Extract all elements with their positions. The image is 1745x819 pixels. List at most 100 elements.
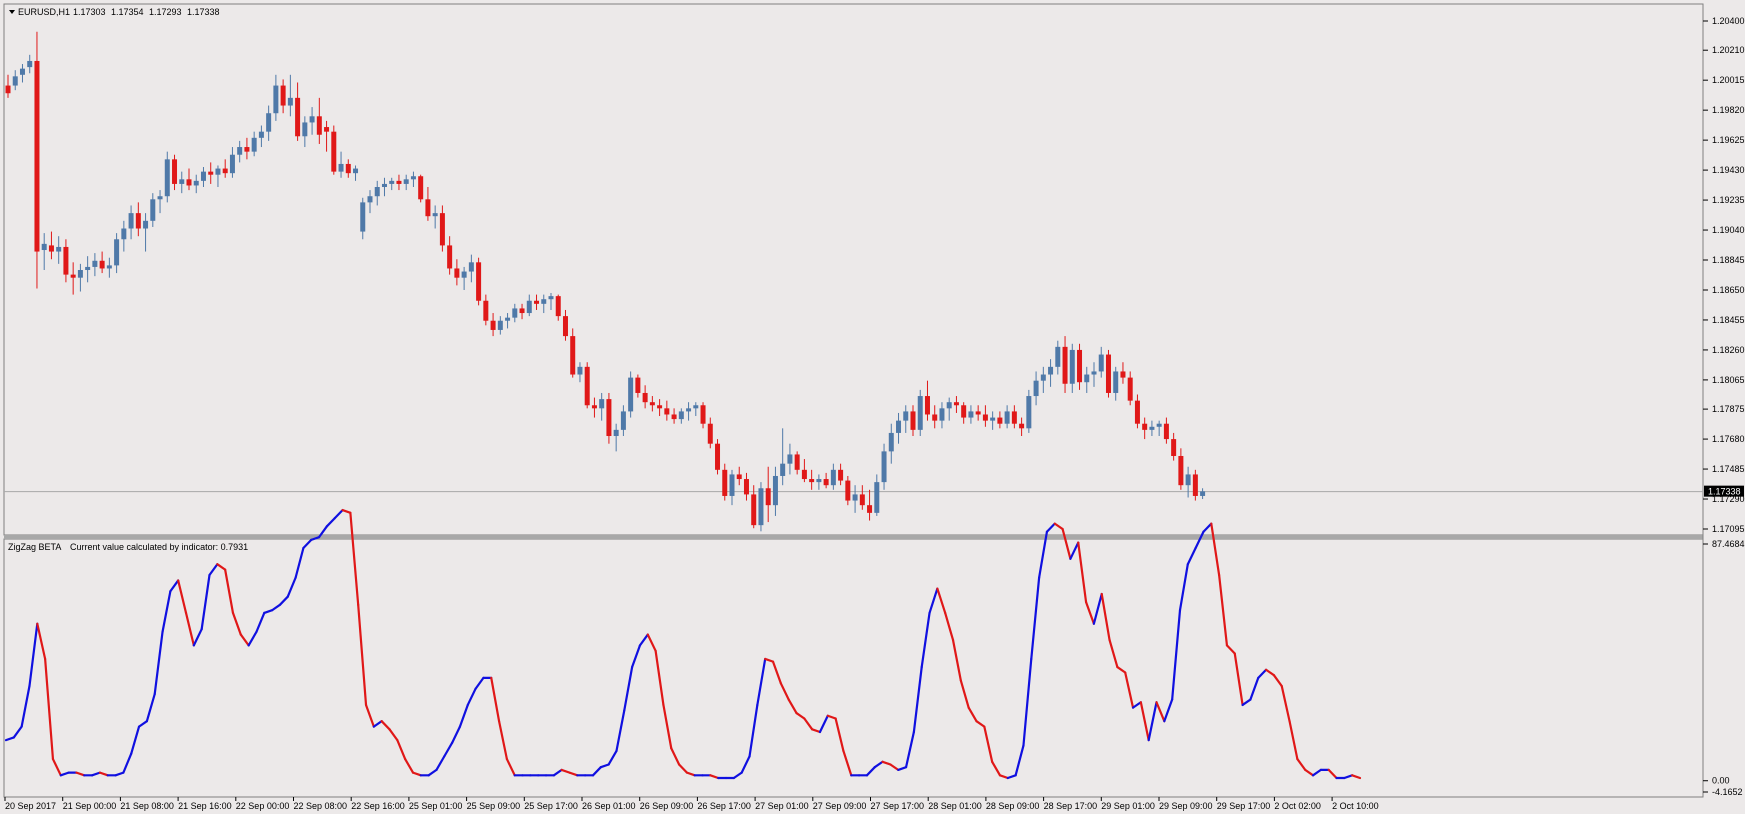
- zigzag-segment: [677, 763, 689, 774]
- zigzag-segment: [764, 657, 775, 663]
- zigzag-segment: [231, 611, 242, 636]
- zigzag-segment: [443, 741, 454, 758]
- zigzag-segment: [380, 720, 391, 731]
- candle-body: [85, 266, 91, 271]
- zigzag-segment: [1218, 573, 1229, 647]
- zigzag-segment: [364, 703, 375, 728]
- candle-body: [324, 127, 330, 132]
- candle-body: [1149, 426, 1155, 430]
- candle-body: [693, 405, 699, 409]
- zigzag-segment: [607, 749, 618, 766]
- candle-body: [910, 411, 916, 430]
- indicator-pane-header: ZigZag BETA Current value calculated by …: [8, 542, 248, 552]
- price-axis: 1.20400 1.20210 1.20015 1.19820 1.19625 1.194…: [1703, 16, 1745, 534]
- zigzag-segment: [936, 587, 947, 615]
- zigzag-segment: [349, 511, 360, 606]
- zigzag-segment: [944, 611, 955, 642]
- candle-body: [939, 408, 945, 421]
- zigzag-segment: [646, 633, 657, 652]
- pane-splitter[interactable]: [4, 535, 1703, 539]
- candle-body: [454, 268, 460, 278]
- zigzag-segment: [998, 774, 1009, 780]
- zigzag-segment: [631, 644, 642, 669]
- candle-body: [657, 405, 663, 409]
- candle-body: [273, 85, 279, 114]
- candle-body: [114, 239, 120, 266]
- candle-body: [396, 180, 402, 184]
- time-axis: 20 Sep 2017 21 Sep 00:00 21 Sep 08:00 21 Se…: [4, 797, 1379, 811]
- zigzag-segment: [1288, 720, 1299, 761]
- candle-body: [1026, 396, 1032, 429]
- candle-body: [816, 479, 822, 483]
- candle-body: [953, 402, 959, 406]
- time-tick-label: 28 Sep 17:00: [1044, 801, 1098, 811]
- candle-body: [1040, 374, 1046, 381]
- zigzag-segment: [912, 665, 923, 734]
- candle-body: [736, 474, 742, 480]
- price-tick-label: 1.17875: [1712, 404, 1745, 414]
- candle-body: [367, 196, 373, 203]
- candle-body: [801, 469, 807, 480]
- candle-body: [859, 494, 865, 506]
- zigzag-segment: [1194, 530, 1205, 550]
- candle-body: [671, 414, 677, 420]
- zigzag-segment: [928, 587, 939, 615]
- candle-body: [353, 168, 359, 174]
- candle-body: [678, 411, 684, 420]
- zigzag-segment: [623, 665, 634, 712]
- zigzag-line: [4, 508, 1362, 780]
- time-tick-label: 22 Sep 08:00: [294, 801, 348, 811]
- zigzag-segment: [239, 633, 250, 647]
- candle-body: [896, 420, 902, 433]
- candle-body: [121, 228, 127, 240]
- zigzag-segment: [1038, 530, 1049, 579]
- candle-body: [1019, 423, 1025, 429]
- candle-body: [881, 451, 887, 483]
- price-tick-label: 1.17680: [1712, 434, 1745, 444]
- zigzag-segment: [1006, 774, 1017, 780]
- candle-body: [548, 296, 554, 300]
- candle-body: [584, 366, 590, 406]
- zigzag-segment: [310, 536, 321, 541]
- candle-body: [505, 317, 511, 321]
- zigzag-segment: [1045, 522, 1056, 533]
- zigzag-segment: [294, 546, 305, 579]
- caret-down-icon[interactable]: [9, 10, 15, 14]
- zigzag-segment: [122, 752, 133, 774]
- time-tick-label: 26 Sep 17:00: [697, 801, 751, 811]
- time-tick-label: 22 Sep 16:00: [351, 801, 405, 811]
- zigzag-segment: [568, 771, 579, 777]
- candle-body: [591, 405, 597, 409]
- candle-body: [295, 97, 301, 137]
- candle-body: [1127, 377, 1133, 401]
- candle-body: [606, 399, 612, 437]
- candle-body: [150, 199, 156, 221]
- candle-body: [432, 213, 438, 217]
- indicator-tick-label: 0.00: [1712, 776, 1730, 786]
- zigzag-segment: [1131, 701, 1142, 709]
- candle-body: [461, 271, 467, 278]
- time-tick-label: 27 Sep 17:00: [871, 801, 925, 811]
- zigzag-segment: [591, 766, 602, 777]
- zigzag-segment: [1155, 701, 1166, 723]
- candle-body: [1192, 474, 1198, 496]
- zigzag-segment: [881, 760, 892, 766]
- zigzag-segment: [325, 517, 336, 528]
- zigzag-segment: [803, 717, 814, 731]
- zigzag-segment: [685, 771, 696, 777]
- zigzag-segment: [278, 595, 289, 606]
- zigzag-segment: [177, 579, 188, 615]
- candle-body: [794, 454, 800, 470]
- zigzag-segment: [842, 749, 853, 777]
- zigzag-segment: [153, 630, 164, 696]
- candle-body: [772, 475, 778, 506]
- candle-body: [99, 260, 105, 269]
- zigzag-segment: [137, 720, 148, 728]
- zigzag-segment: [967, 706, 978, 723]
- zigzag-segment: [271, 603, 282, 612]
- indicator-tick-label: -4.1652: [1712, 787, 1743, 797]
- zigzag-segment: [599, 763, 610, 769]
- candle-body: [1084, 374, 1090, 383]
